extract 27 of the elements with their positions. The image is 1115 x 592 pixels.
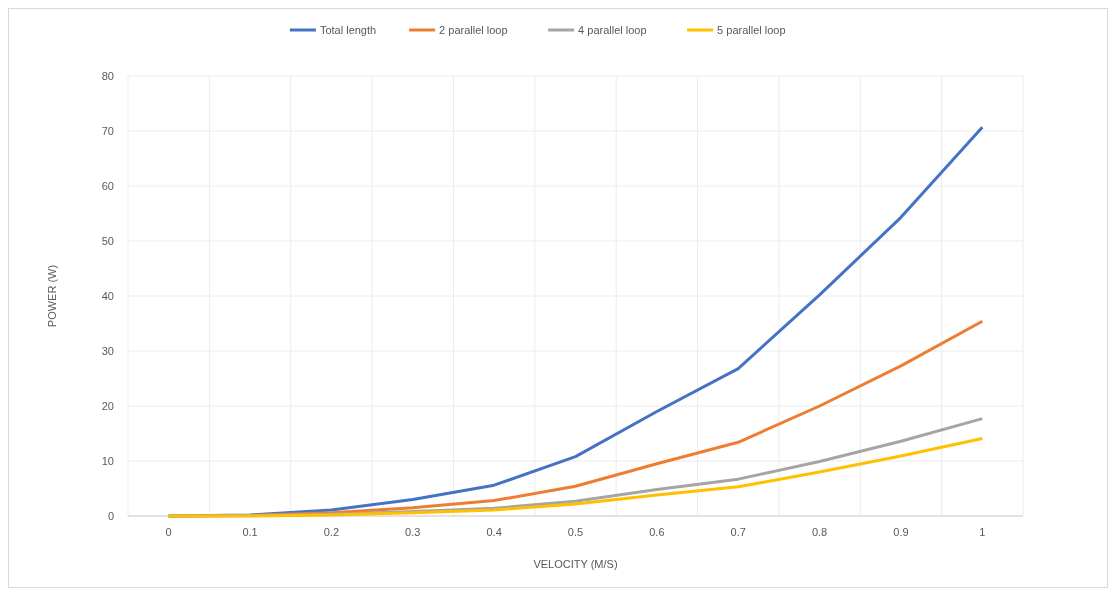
y-tick-label: 40	[101, 289, 114, 302]
line-series	[167, 436, 984, 518]
legend-label: 4 parallel loop	[578, 23, 647, 36]
x-tick-label: 0.1	[242, 526, 258, 538]
x-tick-label: 0.4	[486, 526, 502, 538]
y-tick-label: 20	[101, 399, 114, 412]
x-tick-label: 0.9	[893, 526, 909, 538]
y-tick-label: 80	[101, 69, 114, 82]
x-tick-label: 0	[165, 526, 172, 538]
legend-label: 2 parallel loop	[439, 23, 508, 36]
y-tick-label: 10	[101, 454, 114, 467]
legend-label: 5 parallel loop	[717, 23, 786, 36]
x-tick-label: 0.7	[730, 526, 746, 538]
y-tick-label: 60	[101, 179, 114, 192]
x-tick-label: 0.8	[811, 526, 828, 538]
x-tick-label: 0.2	[323, 526, 340, 538]
x-tick-label: 0.5	[567, 526, 584, 538]
legend-label: Total length	[319, 23, 377, 36]
y-axis-title: POWER (W)	[46, 264, 58, 328]
y-tick-label: 30	[101, 344, 114, 357]
x-tick-label: 1	[979, 526, 986, 538]
y-tick-label: 50	[101, 234, 114, 247]
y-tick-label: 0	[107, 509, 114, 522]
x-tick-label: 0.6	[649, 526, 665, 538]
x-axis-title: VELOCITY (M/S)	[533, 558, 618, 570]
y-tick-label: 70	[101, 124, 114, 137]
x-tick-label: 0.3	[405, 526, 421, 538]
